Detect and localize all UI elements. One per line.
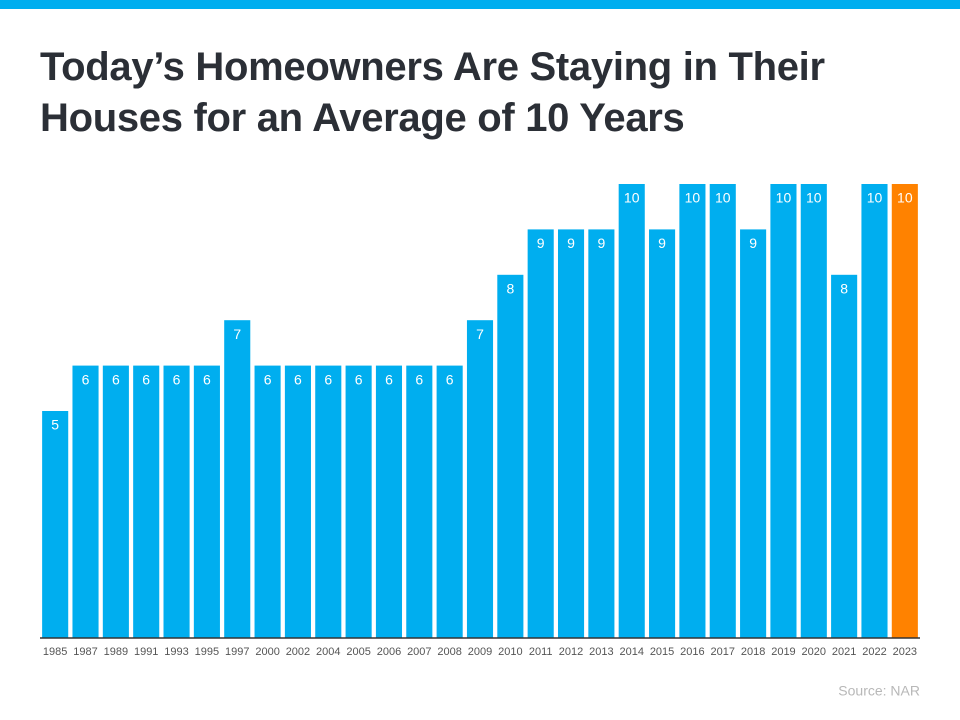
value-label: 6 [112,371,120,387]
x-tick-label: 2014 [619,646,643,658]
bar [254,365,281,638]
value-label: 7 [476,326,484,342]
x-tick-label: 2020 [802,646,826,658]
bar [618,184,645,638]
x-tick-label: 1993 [164,646,188,658]
value-label: 9 [537,235,545,251]
value-label: 10 [715,190,731,206]
bar [345,365,372,638]
value-label: 6 [173,371,181,387]
value-label: 10 [867,190,883,206]
x-tick-label: 2000 [255,646,279,658]
value-label: 6 [355,371,363,387]
x-tick-label: 2022 [862,646,886,658]
value-label: 10 [806,190,822,206]
x-tick-label: 2013 [589,646,613,658]
top-band [0,0,960,9]
bar [740,229,767,638]
x-tick-label: 2005 [346,646,370,658]
x-tick-label: 2007 [407,646,431,658]
x-tick-label: 2011 [529,646,553,658]
value-label: 6 [203,371,211,387]
x-tick-label: 2019 [771,646,795,658]
value-label: 9 [749,235,757,251]
value-label: 10 [624,190,640,206]
value-label: 9 [567,235,575,251]
x-tick-label: 2015 [650,646,674,658]
value-label: 6 [385,371,393,387]
bar [163,365,190,638]
x-tick-label: 2010 [498,646,522,658]
bar [891,184,918,638]
value-label: 10 [685,190,701,206]
x-tick-label: 2023 [893,646,917,658]
value-label: 7 [233,326,241,342]
bar [588,229,615,638]
x-tick-label: 1989 [104,646,128,658]
bar [102,365,129,638]
bar [831,274,858,638]
x-tick-label: 2009 [468,646,492,658]
x-tick-label: 2018 [741,646,765,658]
chart-title: Today’s Homeowners Are Staying in Their … [40,45,825,140]
bar [133,365,160,638]
x-tick-label: 2012 [559,646,583,658]
x-tick-label: 2008 [437,646,461,658]
value-label: 8 [840,281,848,297]
x-tick-label: 1987 [73,646,97,658]
bar [679,184,706,638]
bar [375,365,403,638]
value-label: 6 [446,371,454,387]
x-tick-label: 1991 [134,646,158,658]
x-tick-label: 2016 [680,646,704,658]
value-label: 6 [264,371,272,387]
x-tick-label: 1995 [195,646,219,658]
bar [42,411,69,638]
bar [436,365,463,638]
bar [406,365,433,638]
bar [770,184,797,638]
value-label: 6 [324,371,332,387]
x-tick-label: 2006 [377,646,401,658]
value-label: 6 [415,371,423,387]
x-tick-label: 2017 [711,646,735,658]
bar [800,184,827,638]
value-label: 5 [51,417,59,433]
value-label: 10 [897,190,913,206]
bar [649,229,676,638]
bar [527,229,554,638]
x-tick-label: 1997 [225,646,249,658]
bar [709,184,736,638]
value-label: 6 [294,371,302,387]
value-label: 6 [82,371,90,387]
bar [284,365,311,638]
bar [193,365,220,638]
x-tick-label: 1985 [43,646,67,658]
x-tick-label: 2021 [832,646,856,658]
bar [224,320,251,638]
value-label: 8 [506,281,514,297]
value-label: 9 [658,235,666,251]
bar [466,320,494,638]
x-tick-label: 2002 [286,646,310,658]
value-label: 9 [597,235,605,251]
value-label: 6 [142,371,150,387]
bar [557,229,585,638]
bar [315,365,342,638]
bar [72,365,99,638]
bar [497,274,524,638]
bar [861,184,888,638]
value-label: 10 [776,190,792,206]
x-tick-label: 2004 [316,646,340,658]
source: Source: NAR [838,683,920,699]
